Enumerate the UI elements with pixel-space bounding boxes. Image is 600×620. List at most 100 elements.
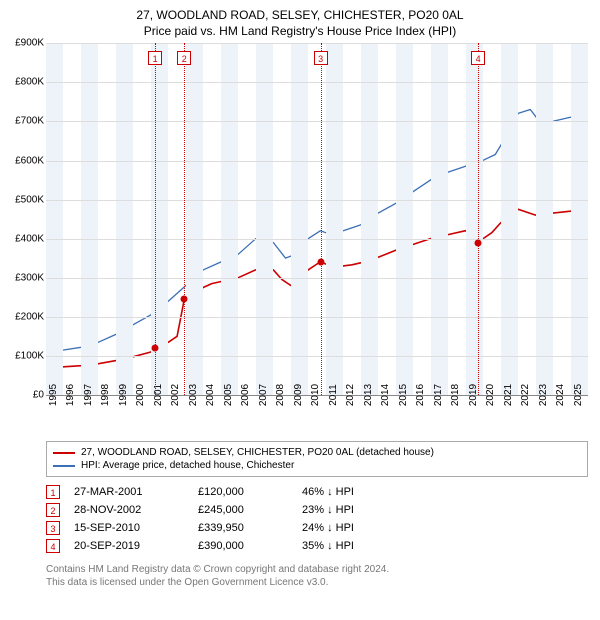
year-band [431,43,448,395]
event-row-badge: 1 [46,485,60,499]
event-row: 2 28-NOV-2002 £245,000 23% ↓ HPI [46,501,588,519]
x-axis-label: 2000 [133,384,151,406]
x-axis-label: 2022 [518,384,536,406]
x-axis-label: 1995 [46,384,64,406]
x-axis-label: 2006 [238,384,256,406]
footer-line-1: Contains HM Land Registry data © Crown c… [46,563,588,576]
legend-row: 27, WOODLAND ROAD, SELSEY, CHICHESTER, P… [53,446,581,459]
x-axis-label: 2024 [553,384,571,406]
y-gridline [46,82,588,83]
event-row: 420-SEP-2019£390,00035% ↓ HPI [46,537,588,555]
x-axis-label: 2014 [378,384,396,406]
x-axis-label: 2013 [361,384,379,406]
y-axis-label: £600K [6,155,44,166]
footer-line-2: This data is licensed under the Open Gov… [46,576,588,589]
x-axis-label: 2019 [466,384,484,406]
legend-swatch [53,465,75,467]
event-row-date: 27-MAR-2001 [74,486,184,498]
event-marker-line [184,43,185,395]
title-line-1: 27, WOODLAND ROAD, SELSEY, CHICHESTER, P… [10,8,590,24]
x-axis-label: 1999 [116,384,134,406]
event-row-delta: 23% ↓ HPI [302,504,588,516]
event-dot [475,239,482,246]
y-gridline [46,239,588,240]
x-axis-label: 2018 [448,384,466,406]
event-dot [317,259,324,266]
x-axis-label: 2017 [431,384,449,406]
y-axis-label: £200K [6,311,44,322]
legend-label: 27, WOODLAND ROAD, SELSEY, CHICHESTER, P… [81,447,434,458]
event-row-price: £339,950 [198,522,288,534]
event-row-date: 28-NOV-2002 [74,504,184,516]
year-band [151,43,168,395]
event-row-badge: 2 [46,503,60,517]
x-axis-label: 1996 [63,384,81,406]
y-gridline [46,43,588,44]
x-axis-label: 2012 [343,384,361,406]
year-band [81,43,98,395]
y-gridline [46,200,588,201]
year-band [501,43,518,395]
event-badge: 3 [314,51,328,65]
year-band [396,43,413,395]
event-marker-line [478,43,479,395]
x-axis-label: 2005 [221,384,239,406]
x-axis-label: 2010 [308,384,326,406]
event-dot [152,345,159,352]
x-axis-label: 2011 [326,384,344,406]
event-row-badge: 3 [46,521,60,535]
legend-box: 27, WOODLAND ROAD, SELSEY, CHICHESTER, P… [46,441,588,477]
x-axis-label: 2015 [396,384,414,406]
event-row-delta: 35% ↓ HPI [302,540,588,552]
y-axis-label: £500K [6,194,44,205]
legend-label: HPI: Average price, detached house, Chic… [81,460,294,471]
year-band [571,43,588,395]
x-axis-label: 2025 [571,384,589,406]
plot-region: 1995199619971998199920002001200220032004… [46,43,588,396]
chart-title: 27, WOODLAND ROAD, SELSEY, CHICHESTER, P… [10,8,590,39]
year-band [466,43,483,395]
y-axis-label: £0 [6,390,44,401]
x-axis-label: 2009 [291,384,309,406]
footer-text: Contains HM Land Registry data © Crown c… [46,563,588,589]
chart-area: 1995199619971998199920002001200220032004… [46,43,588,413]
y-axis-label: £300K [6,272,44,283]
y-axis-label: £700K [6,116,44,127]
event-badge: 2 [177,51,191,65]
y-axis-label: £800K [6,77,44,88]
legend-row: HPI: Average price, detached house, Chic… [53,459,581,472]
event-row: 3 15-SEP-2010 £339,950 24% ↓ HPI [46,519,588,537]
year-band [186,43,203,395]
y-gridline [46,161,588,162]
y-gridline [46,356,588,357]
event-row-delta: 46% ↓ HPI [302,486,588,498]
legend-swatch [53,452,75,454]
event-row-price: £390,000 [198,540,288,552]
y-gridline [46,278,588,279]
event-row-delta: 24% ↓ HPI [302,522,588,534]
year-band [256,43,273,395]
year-band [326,43,343,395]
event-row-price: £245,000 [198,504,288,516]
x-axis-label: 2016 [413,384,431,406]
event-row-date: 20-SEP-2019 [74,540,184,552]
events-table: 127-MAR-2001£120,00046% ↓ HPI228-NOV-200… [46,483,588,555]
x-axis-label: 2004 [203,384,221,406]
y-gridline [46,121,588,122]
event-row-date: 15-SEP-2010 [74,522,184,534]
y-axis-label: £100K [6,351,44,362]
x-axis-label: 2008 [273,384,291,406]
y-axis-label: £400K [6,233,44,244]
x-axis-label: 2007 [256,384,274,406]
year-band [291,43,308,395]
x-axis-label: 2003 [186,384,204,406]
year-band [46,43,63,395]
title-line-2: Price paid vs. HM Land Registry's House … [10,24,590,40]
year-band [116,43,133,395]
event-badge: 1 [148,51,162,65]
year-band [221,43,238,395]
y-axis-label: £900K [6,38,44,49]
event-row: 127-MAR-2001£120,00046% ↓ HPI [46,483,588,501]
event-badge: 4 [471,51,485,65]
x-axis-label: 2021 [501,384,519,406]
